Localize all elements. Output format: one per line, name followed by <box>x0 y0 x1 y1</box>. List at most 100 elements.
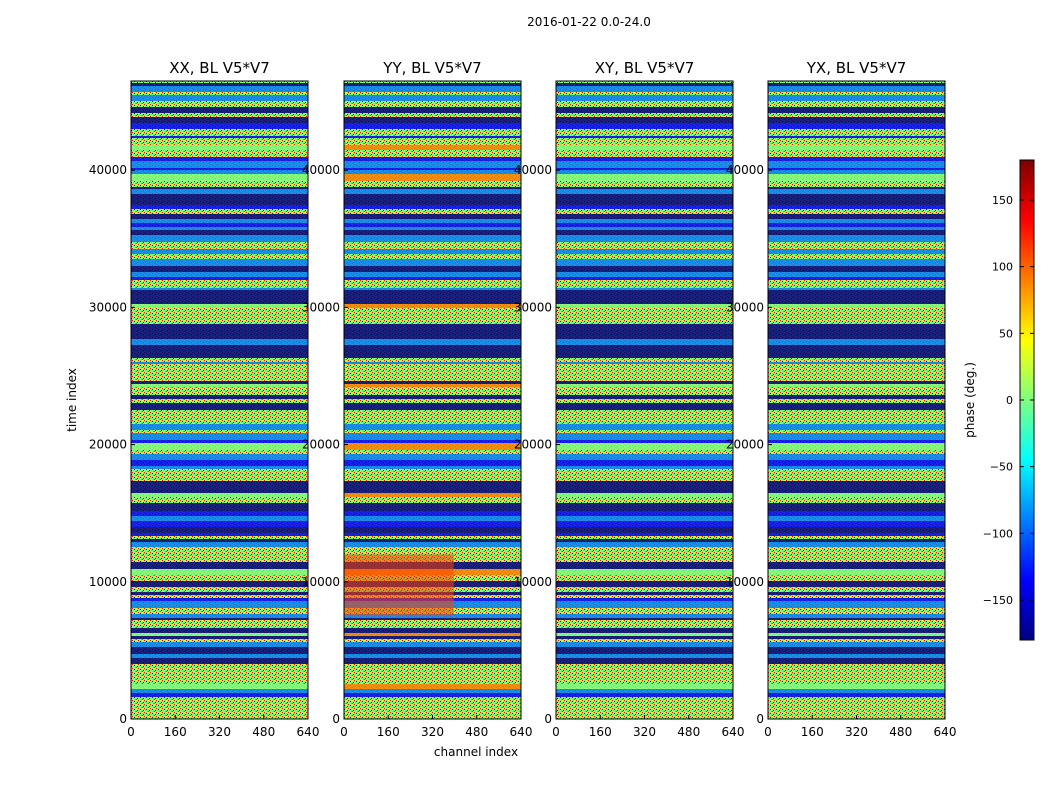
heatmap-stripe <box>556 288 733 290</box>
heatmap-stripe <box>768 521 945 527</box>
heatmap-stripe <box>768 562 945 569</box>
heatmap-stripe <box>768 516 945 521</box>
heatmap-stripe <box>556 433 733 440</box>
heatmap-stripe <box>344 266 521 272</box>
heatmap-stripe <box>768 174 945 181</box>
heatmap-stripe <box>768 583 945 585</box>
heatmap-stripes <box>131 83 308 697</box>
heatmap-stripe <box>131 288 308 290</box>
heatmap-stripe <box>131 658 308 660</box>
heatmap-stripe <box>131 585 308 587</box>
heatmap-stripe <box>556 345 733 351</box>
heatmap-stripe <box>556 424 733 430</box>
heatmap-stripe <box>131 660 308 664</box>
heatmap-stripe <box>768 684 945 689</box>
heatmap-stripe <box>344 227 521 230</box>
y-tick-label: 30000 <box>514 300 552 314</box>
heatmap-stripe <box>344 395 521 399</box>
heatmap-stripe <box>556 507 733 511</box>
heatmap-stripe <box>131 170 308 174</box>
heatmap-stripe <box>344 299 521 304</box>
y-tick-label: 30000 <box>89 300 127 314</box>
heatmap-stripe <box>556 198 733 205</box>
heatmap-stripe <box>768 689 945 693</box>
heatmap-stripe <box>556 351 733 358</box>
heatmap-stripe <box>556 503 733 507</box>
heatmap-stripe <box>131 95 308 101</box>
heatmap-stripe <box>344 189 521 194</box>
heatmap-stripe <box>556 174 733 181</box>
heatmap-stripe <box>768 503 945 507</box>
heatmap-stripe <box>768 660 945 664</box>
heatmap-stripe <box>344 174 521 181</box>
panel-4: YX, BL V5*V7 0 160 320 480 640 0 10000 20000 3000… <box>726 59 957 739</box>
heatmap-stripe <box>131 145 308 150</box>
heatmap-stripes <box>556 83 733 697</box>
heatmap-stripe <box>556 259 733 266</box>
heatmap-stripe <box>131 249 308 254</box>
heatmap-stripe <box>768 187 945 189</box>
heatmap-stripe <box>344 654 521 658</box>
heatmap-stripe <box>344 533 521 536</box>
heatmap-stripe <box>556 583 733 585</box>
heatmap-stripe <box>556 440 733 443</box>
heatmap-stripe <box>344 324 521 330</box>
heatmap-stripe <box>768 654 945 658</box>
heatmap-stripe <box>768 539 945 542</box>
heatmap-stripe <box>768 235 945 242</box>
heatmap-stripe <box>768 533 945 536</box>
heatmap-stripe <box>344 292 521 299</box>
heatmap-stripe <box>131 654 308 658</box>
heatmap-stripe <box>344 219 521 223</box>
heatmap-stripe <box>768 633 945 636</box>
heatmap-stripe <box>768 205 945 209</box>
heatmap-stripe <box>556 581 733 583</box>
heatmap-stripe <box>768 601 945 608</box>
y-tick-label: 40000 <box>302 163 340 177</box>
heatmap-stripe <box>131 647 308 654</box>
heatmap-stripe <box>556 628 733 633</box>
x-tick-label: 480 <box>889 725 912 739</box>
heatmap-stripe <box>556 658 733 660</box>
heatmap-stripe <box>131 198 308 205</box>
heatmap-stripe <box>131 351 308 358</box>
heatmap-stripe <box>556 454 733 460</box>
heatmap-stripe <box>556 339 733 345</box>
heatmap-stripe <box>556 598 733 601</box>
heatmap-stripe <box>556 214 733 219</box>
x-tick-label: 0 <box>340 725 348 739</box>
heatmap-stripe <box>131 324 308 330</box>
heatmap-stripe <box>131 189 308 194</box>
heatmap-stripe <box>556 324 733 330</box>
heatmap-stripe <box>556 601 733 608</box>
heatmap-stripe <box>556 642 733 647</box>
heatmap-stripe <box>131 583 308 585</box>
heatmap-stripe <box>344 362 521 364</box>
heatmap-stripe <box>768 460 945 466</box>
heatmap-stripe <box>131 277 308 280</box>
heatmap-stripe <box>131 205 308 209</box>
heatmap-stripe <box>131 542 308 547</box>
heatmap-stripe <box>556 332 733 334</box>
x-tick-label: 0 <box>764 725 772 739</box>
heatmap-stripe <box>768 107 945 113</box>
heatmap-stripe <box>344 454 521 460</box>
heatmap-stripe <box>768 249 945 254</box>
heatmap-stripe <box>556 136 733 138</box>
heatmap-stripe <box>131 330 308 332</box>
heatmap-stripe <box>768 454 945 460</box>
x-tick-label: 640 <box>934 725 957 739</box>
heatmap-stripe <box>344 658 521 660</box>
heatmap-stripe <box>768 381 945 384</box>
heatmap-stripe <box>556 235 733 242</box>
y-tick-label: 20000 <box>89 438 127 452</box>
heatmap-stripe <box>131 136 308 138</box>
heatmap-stripe <box>344 259 521 266</box>
heatmap-stripe <box>131 516 308 521</box>
heatmap-stripe <box>768 292 945 299</box>
y-axis-label: time index <box>65 368 79 432</box>
heatmap-stripe <box>768 384 945 387</box>
heatmap-stripe <box>556 205 733 209</box>
heatmap-stripe <box>556 693 733 697</box>
heatmap-stripe <box>131 161 308 168</box>
